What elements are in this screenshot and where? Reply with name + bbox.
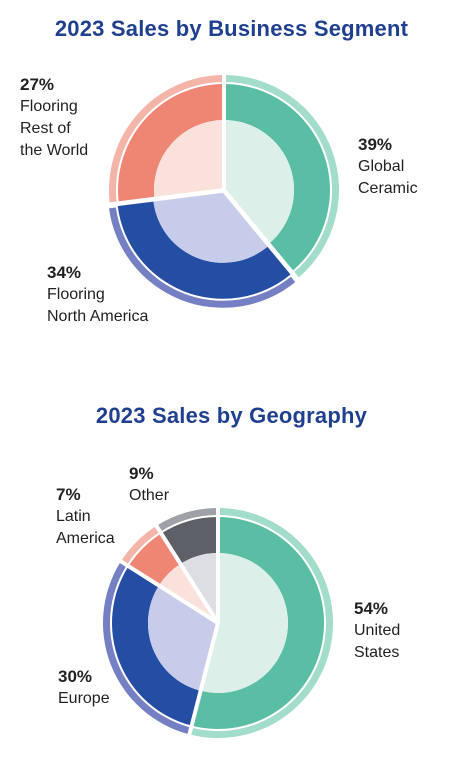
chart-title-business-segment: 2023 Sales by Business Segment <box>54 16 409 41</box>
label-name: Other <box>129 487 170 504</box>
slice-flooring-north-america <box>108 192 296 308</box>
slice-flooring-rest-of-the-world <box>109 75 224 204</box>
slice-separator <box>153 523 220 625</box>
label-name: United States <box>354 622 401 661</box>
slice-separator <box>118 558 220 625</box>
label-pct: 30% <box>58 667 93 686</box>
label-pct: 39% <box>358 135 393 154</box>
slice-inner-latin-america <box>158 563 218 623</box>
slice-outer-flooring-rest-of-the-world <box>117 84 224 204</box>
label-united-states: 54% United States <box>354 598 400 664</box>
label-other: 9% Other <box>129 463 169 507</box>
label-pct: 7% <box>56 485 81 504</box>
label-name: Flooring Rest of the World <box>20 98 89 159</box>
slice-ring-flooring-north-america <box>108 207 296 308</box>
label-pct: 9% <box>129 464 154 483</box>
slice-united-states <box>190 508 334 739</box>
label-name: Flooring North America <box>47 286 149 325</box>
slice-outer-flooring-north-america <box>117 201 291 299</box>
slice-inner-flooring-rest-of-the-world <box>154 120 224 199</box>
slice-inner-global-ceramic <box>224 120 295 244</box>
slice-ring-europe <box>102 562 191 735</box>
chart-title-geography: 2023 Sales by Geography <box>95 403 368 428</box>
label-europe: 30% Europe <box>58 666 110 710</box>
slice-europe <box>102 562 218 735</box>
business-segment-donut-chart <box>107 75 339 308</box>
slice-separator <box>107 188 225 207</box>
slice-inner-united-states <box>200 553 288 693</box>
label-pct: 34% <box>47 263 82 282</box>
label-name: Europe <box>58 690 110 707</box>
label-pct: 27% <box>20 75 55 94</box>
slice-inner-flooring-north-america <box>153 192 268 263</box>
label-flooring-north-america: 34% Flooring North America <box>47 262 148 328</box>
label-latin-america: 7% Latin America <box>56 484 115 550</box>
label-name: Global Ceramic <box>358 158 418 197</box>
slice-separator <box>186 622 220 737</box>
slice-inner-europe <box>147 585 218 691</box>
label-pct: 54% <box>354 599 389 618</box>
label-flooring-rest-of-world: 27% Flooring Rest of the World <box>20 74 88 162</box>
slice-outer-europe <box>111 566 201 726</box>
slice-outer-global-ceramic <box>224 84 330 272</box>
slice-outer-united-states <box>191 517 325 729</box>
slice-separator <box>222 188 301 282</box>
slice-ring-latin-america <box>121 526 160 565</box>
slice-ring-other <box>157 508 217 532</box>
label-name: Latin America <box>56 508 115 547</box>
slice-global-ceramic <box>224 75 339 278</box>
label-global-ceramic: 39% Global Ceramic <box>358 134 418 200</box>
